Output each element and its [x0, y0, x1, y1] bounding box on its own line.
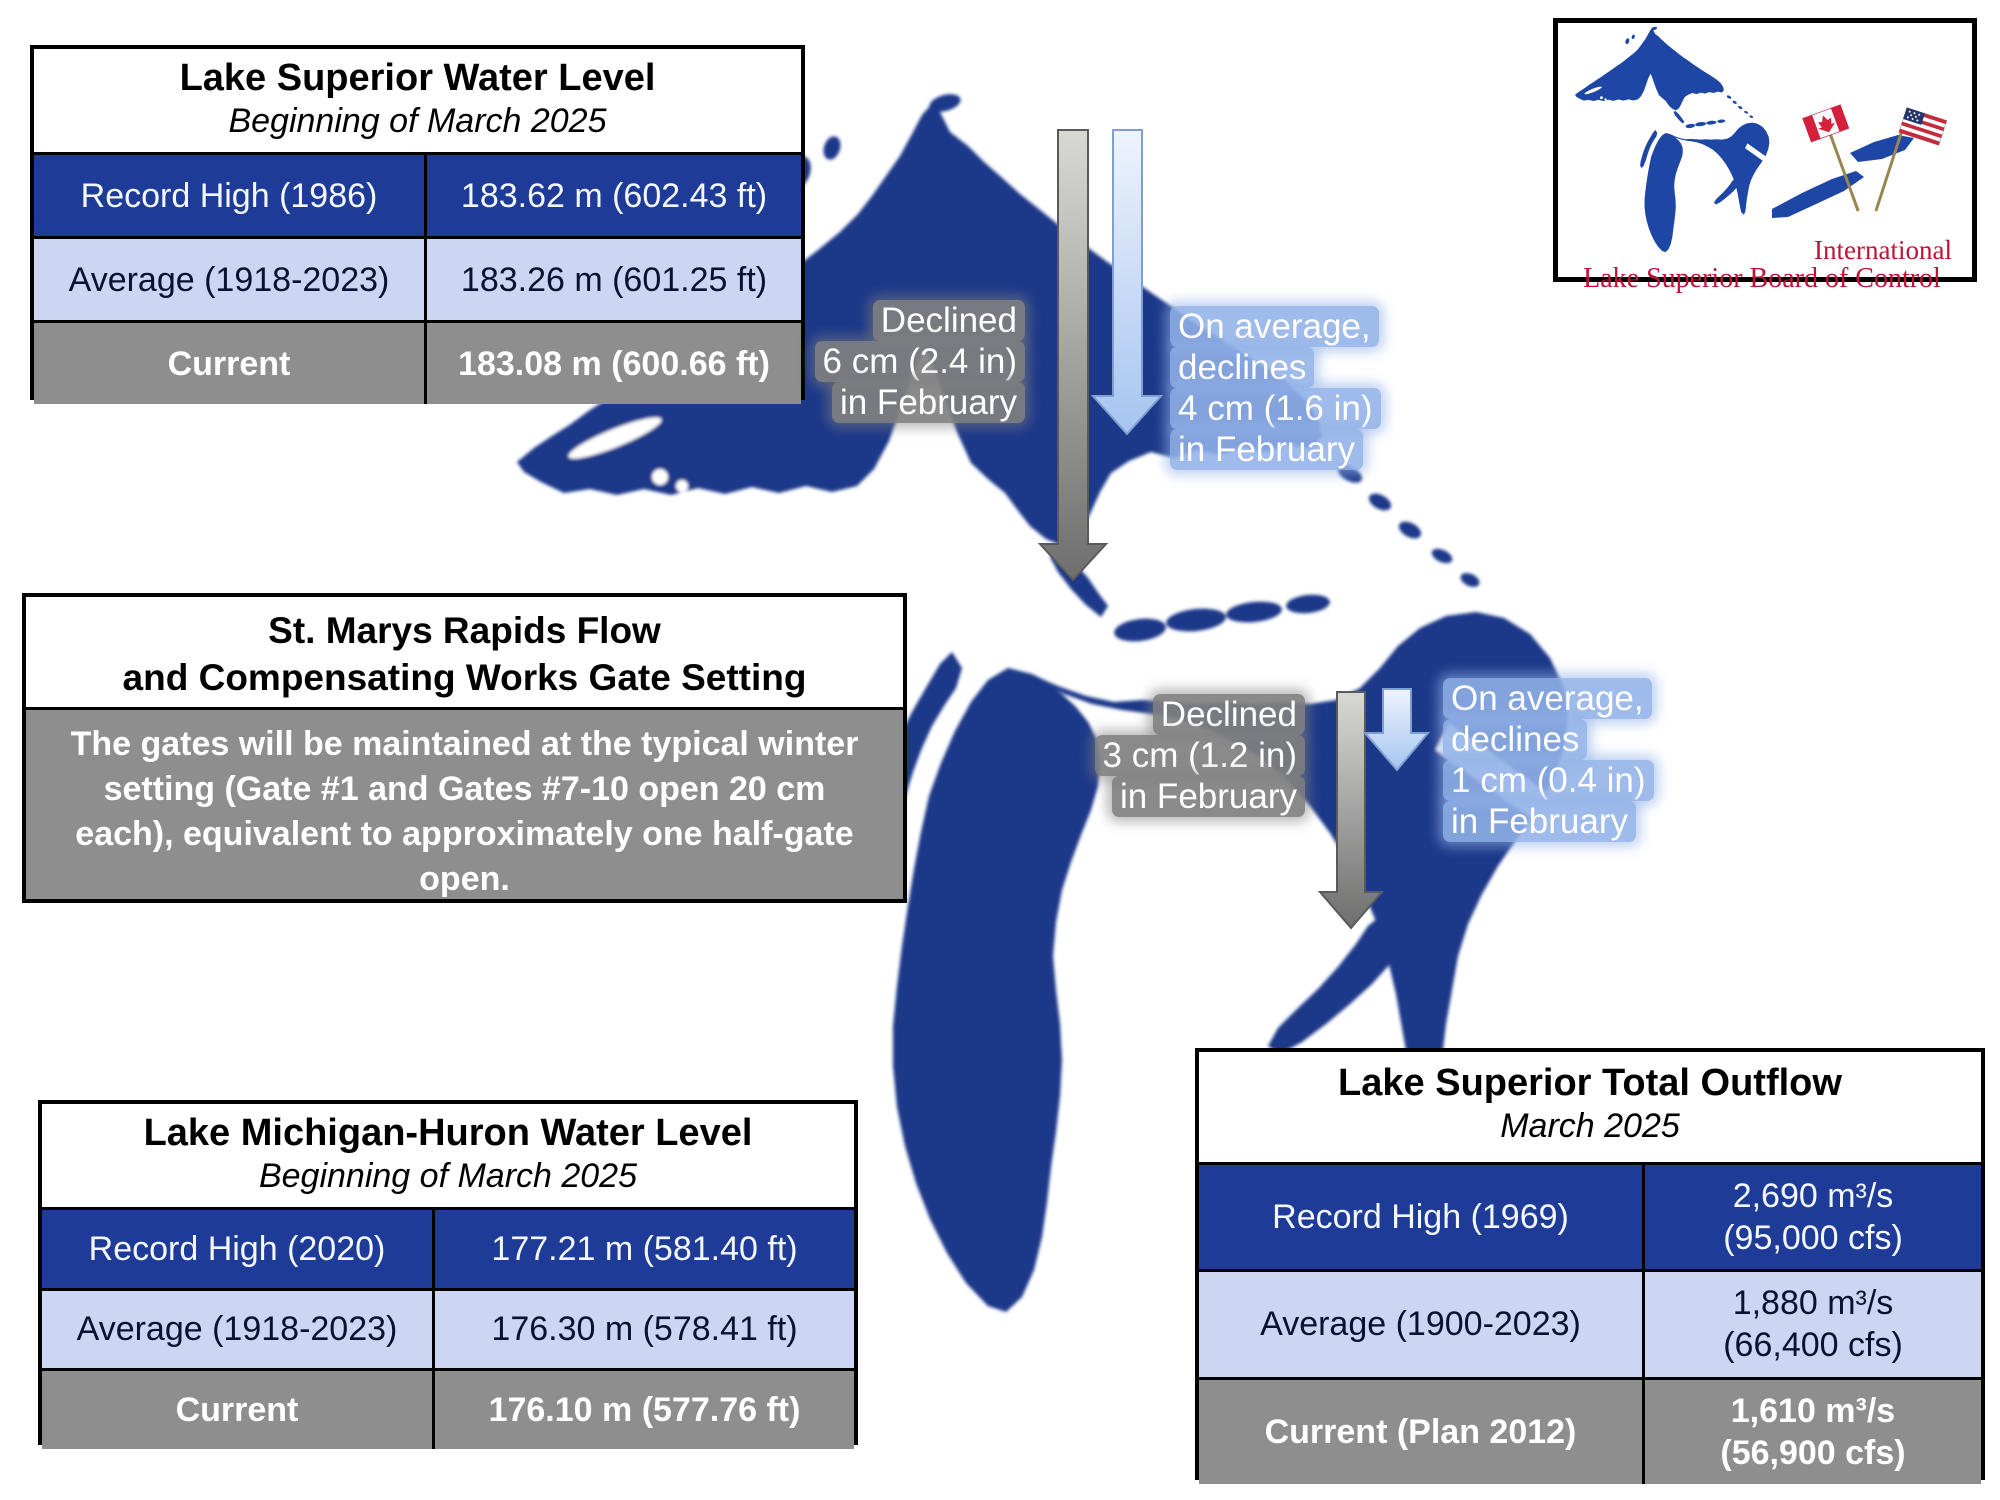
label-line: in February [1170, 429, 1364, 470]
logo-text-line1: International [1814, 235, 1952, 265]
row-value: 2,690 m³/s (95,000 cfs) [1642, 1165, 1981, 1270]
board-logo: International Lake Superior Board of Con… [1553, 18, 1977, 294]
row-value: 177.21 m (581.40 ft) [432, 1210, 854, 1288]
table-subtitle: Beginning of March 2025 [228, 102, 607, 140]
canada-flag-icon [1802, 104, 1860, 212]
box-title-line2: and Compensating Works Gate Setting [122, 657, 807, 698]
row-value: 176.10 m (577.76 ft) [432, 1371, 854, 1449]
table-row: Average (1918-2023) 176.30 m (578.41 ft) [42, 1287, 854, 1369]
row-label: Current [175, 1390, 299, 1429]
row-value: 183.62 m (602.43 ft) [424, 155, 801, 236]
table-header: Lake Michigan-Huron Water Level Beginnin… [42, 1104, 854, 1207]
superior-level-table: Lake Superior Water Level Beginning of M… [30, 45, 805, 404]
table-row: Current 183.08 m (600.66 ft) [34, 320, 801, 404]
table-row: Current 176.10 m (577.76 ft) [42, 1368, 854, 1449]
label-line: declines [1443, 719, 1588, 760]
decline-arrows [1037, 129, 1431, 930]
michigan-huron-average-decline-arrow-icon [1362, 688, 1431, 772]
label-line: Declined [1152, 694, 1305, 735]
table-row: Record High (1969) 2,690 m³/s (95,000 cf… [1199, 1162, 1981, 1270]
value-m3s: 2,690 m³/s [1732, 1177, 1894, 1216]
logo-lakes-icon [1574, 26, 1914, 253]
label-line: On average, [1170, 306, 1379, 347]
stmarys-rapids-box: St. Marys Rapids Flow and Compensating W… [22, 593, 907, 903]
row-label: Record High (1986) [80, 176, 378, 215]
box-title-line1: St. Marys Rapids Flow [268, 610, 661, 651]
label-line: in February [831, 382, 1025, 423]
logo-graphic [1574, 26, 1948, 253]
row-label: Current (Plan 2012) [1264, 1412, 1577, 1451]
label-line: 4 cm (1.6 in) [1170, 388, 1381, 429]
label-line: in February [1443, 801, 1637, 842]
michigan-huron-decline-label: Declined 3 cm (1.2 in) in February [1094, 694, 1305, 817]
label-line: Declined [872, 300, 1025, 341]
superior-decline-arrow-icon [1037, 129, 1109, 582]
table-row: Record High (2020) 177.21 m (581.40 ft) [42, 1207, 854, 1288]
row-value: 183.26 m (601.25 ft) [424, 239, 801, 320]
box-body-text: The gates will be maintained at the typi… [26, 707, 903, 899]
value-m3s: 1,880 m³/s [1732, 1284, 1894, 1323]
us-flag-icon [1874, 107, 1948, 212]
row-value: 176.30 m (578.41 ft) [432, 1290, 854, 1369]
value-m3s: 1,610 m³/s [1730, 1391, 1896, 1430]
michigan-huron-level-table: Lake Michigan-Huron Water Level Beginnin… [38, 1100, 858, 1449]
row-label: Average (1918-2023) [68, 260, 390, 299]
row-label: Average (1918-2023) [76, 1310, 398, 1349]
row-value: 1,610 m³/s (56,900 cfs) [1642, 1379, 1981, 1484]
superior-average-decline-label: On average, declines 4 cm (1.6 in) in Fe… [1170, 306, 1381, 470]
table-title: Lake Michigan-Huron Water Level [143, 1112, 753, 1154]
michigan-huron-decline-arrow-icon [1317, 691, 1385, 930]
value-cfs: (66,400 cfs) [1723, 1326, 1903, 1365]
value-cfs: (56,900 cfs) [1720, 1433, 1906, 1472]
label-line: 6 cm (2.4 in) [814, 341, 1025, 382]
table-row: Average (1900-2023) 1,880 m³/s (66,400 c… [1199, 1269, 1981, 1377]
row-value: 183.08 m (600.66 ft) [424, 323, 801, 404]
michigan-huron-average-decline-label: On average, declines 1 cm (0.4 in) in Fe… [1443, 678, 1654, 842]
label-line: declines [1170, 347, 1315, 388]
row-value: 1,880 m³/s (66,400 cfs) [1642, 1272, 1981, 1377]
table-row: Current (Plan 2012) 1,610 m³/s (56,900 c… [1199, 1376, 1981, 1484]
superior-average-decline-arrow-icon [1090, 129, 1164, 436]
superior-outflow-table: Lake Superior Total Outflow March 2025 R… [1195, 1048, 1985, 1484]
table-title: Lake Superior Water Level [179, 57, 656, 99]
label-line: 3 cm (1.2 in) [1094, 735, 1305, 776]
label-line: in February [1111, 776, 1305, 817]
label-line: On average, [1443, 678, 1652, 719]
table-header: Lake Superior Water Level Beginning of M… [34, 49, 801, 152]
row-label: Average (1900-2023) [1260, 1305, 1581, 1344]
row-label: Current [167, 344, 291, 383]
row-label: Record High (1969) [1272, 1198, 1569, 1237]
table-title: Lake Superior Total Outflow [1338, 1062, 1842, 1104]
table-subtitle: Beginning of March 2025 [258, 1157, 638, 1195]
label-line: 1 cm (0.4 in) [1443, 760, 1654, 801]
table-subtitle: March 2025 [1500, 1107, 1680, 1145]
superior-decline-label: Declined 6 cm (2.4 in) in February [814, 300, 1025, 423]
table-row: Record High (1986) 183.62 m (602.43 ft) [34, 152, 801, 236]
box-header: St. Marys Rapids Flow and Compensating W… [26, 597, 903, 707]
table-header: Lake Superior Total Outflow March 2025 [1199, 1052, 1981, 1162]
logo-text-line2: Lake Superior Board of Control [1583, 263, 1941, 294]
row-label: Record High (2020) [88, 1229, 386, 1268]
value-cfs: (95,000 cfs) [1723, 1219, 1903, 1258]
table-row: Average (1918-2023) 183.26 m (601.25 ft) [34, 236, 801, 320]
